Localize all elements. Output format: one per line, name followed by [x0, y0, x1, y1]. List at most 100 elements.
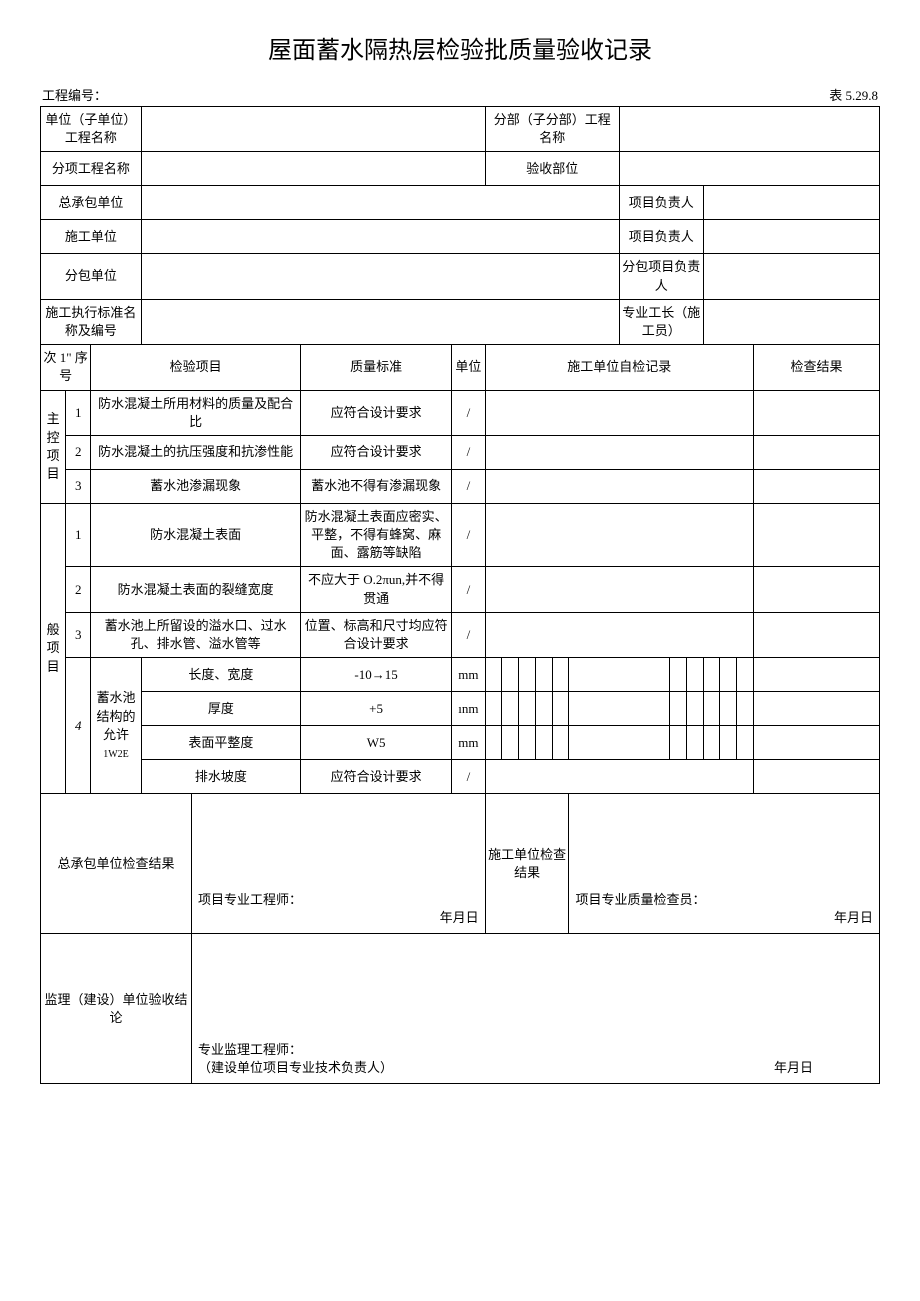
g1-res[interactable]: [753, 503, 879, 567]
val-pm2[interactable]: [703, 220, 879, 254]
g4-group-label: 蓄水池结构的允许: [96, 690, 135, 741]
s2-res[interactable]: [753, 692, 879, 726]
s3-c5[interactable]: [552, 726, 569, 760]
header-row: 工程编号： 表 5.29.8: [40, 85, 880, 104]
g1-rec[interactable]: [485, 503, 753, 567]
val-unit[interactable]: [141, 107, 485, 152]
row-m1: 主控项目 1 防水混凝土所用材料的质量及配合比 应符合设计要求 /: [41, 390, 880, 435]
g2-res[interactable]: [753, 567, 879, 612]
m2-res[interactable]: [753, 435, 879, 469]
s2-c2[interactable]: [502, 692, 519, 726]
row-unit: 单位（子单位）工程名称 分部（子分部）工程名称: [41, 107, 880, 152]
label-subunit: 分部（子分部）工程名称: [485, 107, 619, 152]
val-contractor[interactable]: [141, 186, 619, 220]
m3-res[interactable]: [753, 469, 879, 503]
page-title: 屋面蓄水隔热层检验批质量验收记录: [40, 30, 880, 65]
s3-c8[interactable]: [686, 726, 703, 760]
s1-c2[interactable]: [502, 658, 519, 692]
s1-c3[interactable]: [519, 658, 536, 692]
s3-c4[interactable]: [535, 726, 552, 760]
s3-name: 表面平整度: [141, 726, 300, 760]
form-table: 单位（子单位）工程名称 分部（子分部）工程名称 分项工程名称 验收部位 总承包单…: [40, 106, 880, 1084]
row-g4-s2: 厚度 +5 ınm: [41, 692, 880, 726]
val-construct[interactable]: [141, 220, 619, 254]
s1-res[interactable]: [753, 658, 879, 692]
s4-rec[interactable]: [485, 760, 753, 794]
s1-c9[interactable]: [703, 658, 720, 692]
row-contractor: 总承包单位 项目负责人: [41, 186, 880, 220]
m1-unit: /: [452, 390, 486, 435]
s2-c3[interactable]: [519, 692, 536, 726]
val-subpm[interactable]: [703, 254, 879, 299]
h-seq: 次 1" 序号: [41, 345, 91, 390]
f2-body[interactable]: 项目专业质量检查员： 年月日: [569, 794, 880, 934]
f2-date: 年月日: [575, 909, 873, 927]
g4-group-note: 1W2E: [103, 749, 129, 760]
f1-sign: 项目专业工程师：: [198, 891, 479, 909]
m2-name: 防水混凝土的抗压强度和抗渗性能: [91, 435, 301, 469]
s3-c3[interactable]: [519, 726, 536, 760]
g2-rec[interactable]: [485, 567, 753, 612]
g3-res[interactable]: [753, 612, 879, 657]
s3-unit: mm: [452, 726, 486, 760]
s2-c7[interactable]: [670, 692, 687, 726]
s1-c8[interactable]: [686, 658, 703, 692]
s1-c1[interactable]: [485, 658, 502, 692]
s2-c8[interactable]: [686, 692, 703, 726]
g2-unit: /: [452, 567, 486, 612]
g1-unit: /: [452, 503, 486, 567]
m2-rec[interactable]: [485, 435, 753, 469]
s3-c1[interactable]: [485, 726, 502, 760]
s2-c10[interactable]: [720, 692, 737, 726]
s3-c11[interactable]: [737, 726, 754, 760]
s2-c1[interactable]: [485, 692, 502, 726]
s1-c5[interactable]: [552, 658, 569, 692]
m1-res[interactable]: [753, 390, 879, 435]
g2-std: 不应大于 O.2πun,并不得贯通: [301, 567, 452, 612]
val-std[interactable]: [141, 299, 619, 344]
s1-c7[interactable]: [670, 658, 687, 692]
s4-res[interactable]: [753, 760, 879, 794]
f2-sign: 项目专业质量检查员：: [575, 891, 873, 909]
s1-c11[interactable]: [737, 658, 754, 692]
val-sub[interactable]: [141, 254, 619, 299]
g3-name: 蓄水池上所留设的溢水口、过水孔、排水管、溢水管等: [91, 612, 301, 657]
row-g4-s4: 排水坡度 应符合设计要求 /: [41, 760, 880, 794]
g3-rec[interactable]: [485, 612, 753, 657]
val-accept[interactable]: [619, 152, 879, 186]
s2-c9[interactable]: [703, 692, 720, 726]
m1-rec[interactable]: [485, 390, 753, 435]
s1-c6[interactable]: [569, 658, 670, 692]
label-unit: 单位（子单位）工程名称: [41, 107, 142, 152]
s2-c4[interactable]: [535, 692, 552, 726]
s3-std: W5: [301, 726, 452, 760]
val-pm1[interactable]: [703, 186, 879, 220]
row-supervise: 监理（建设）单位验收结论 专业监理工程师： （建设单位项目专业技术负责人） 年月…: [41, 934, 880, 1084]
row-g4-s3: 表面平整度 W5 mm: [41, 726, 880, 760]
s2-c6[interactable]: [569, 692, 670, 726]
f1-body[interactable]: 项目专业工程师： 年月日: [191, 794, 485, 934]
f3-sign2: （建设单位项目专业技术负责人）: [198, 1059, 393, 1077]
m3-std: 蓄水池不得有渗漏现象: [301, 469, 452, 503]
s2-c11[interactable]: [737, 692, 754, 726]
s3-c10[interactable]: [720, 726, 737, 760]
s1-c4[interactable]: [535, 658, 552, 692]
val-subunit[interactable]: [619, 107, 879, 152]
s3-c7[interactable]: [670, 726, 687, 760]
m3-rec[interactable]: [485, 469, 753, 503]
h-unit: 单位: [452, 345, 486, 390]
s2-c5[interactable]: [552, 692, 569, 726]
val-foreman[interactable]: [703, 299, 879, 344]
m3-n: 3: [66, 469, 91, 503]
s3-c9[interactable]: [703, 726, 720, 760]
s3-c2[interactable]: [502, 726, 519, 760]
s3-c6[interactable]: [569, 726, 670, 760]
f3-body[interactable]: 专业监理工程师： （建设单位项目专业技术负责人） 年月日: [191, 934, 879, 1084]
s3-res[interactable]: [753, 726, 879, 760]
f1-date: 年月日: [198, 909, 479, 927]
row-g1: 般 项 目 1 防水混凝土表面 防水混凝土表面应密实、平整，不得有蜂窝、麻面、露…: [41, 503, 880, 567]
label-subpm: 分包项目负责人: [619, 254, 703, 299]
val-subitem[interactable]: [141, 152, 485, 186]
s1-c10[interactable]: [720, 658, 737, 692]
row-m2: 2 防水混凝土的抗压强度和抗渗性能 应符合设计要求 /: [41, 435, 880, 469]
